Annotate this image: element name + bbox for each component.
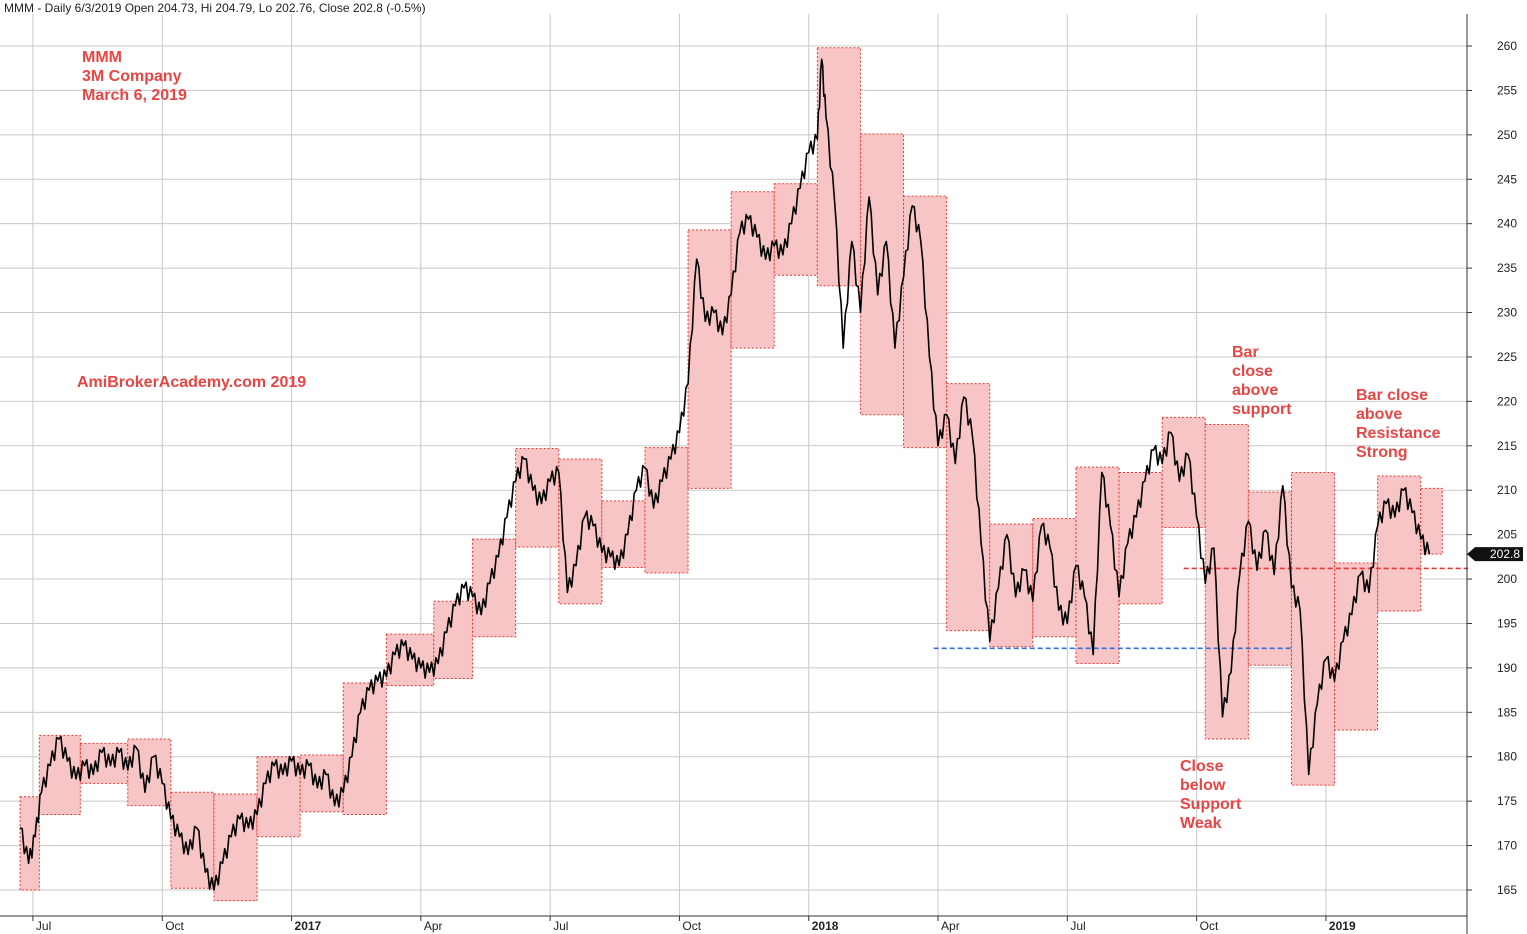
y-tick-label: 190 bbox=[1497, 661, 1517, 675]
range-box bbox=[687, 229, 732, 489]
range-box bbox=[773, 183, 818, 276]
range-box bbox=[19, 796, 40, 891]
y-tick-label: 195 bbox=[1497, 616, 1517, 630]
title-annotation: MMM 3M Company March 6, 2019 bbox=[82, 49, 187, 104]
y-tick-label: 245 bbox=[1497, 172, 1517, 186]
x-tick-label: 2018 bbox=[812, 919, 839, 933]
y-tick-label: 215 bbox=[1497, 439, 1517, 453]
range-box-layer bbox=[19, 47, 1443, 902]
y-tick-label: 205 bbox=[1497, 528, 1517, 542]
range-box bbox=[1118, 471, 1163, 605]
x-tick-label: Oct bbox=[682, 919, 701, 933]
support-close-annotation: Bar close above support bbox=[1232, 344, 1292, 418]
chart-header: MMM - Daily 6/3/2019 Open 204.73, Hi 204… bbox=[4, 1, 426, 15]
y-tick-label: 260 bbox=[1497, 39, 1517, 53]
range-box bbox=[433, 600, 474, 680]
range-box bbox=[127, 738, 172, 807]
y-tick-label: 175 bbox=[1497, 794, 1517, 808]
range-box bbox=[515, 447, 560, 548]
range-box bbox=[1334, 562, 1379, 731]
y-tick-label: 185 bbox=[1497, 705, 1517, 719]
watermark-annotation: AmiBrokerAcademy.com 2019 bbox=[77, 374, 307, 391]
resistance-close-annotation: Bar close above Resistance Strong bbox=[1356, 387, 1441, 461]
y-tick-label: 200 bbox=[1497, 572, 1517, 586]
range-box bbox=[472, 538, 517, 638]
x-tick-label: Apr bbox=[941, 919, 960, 933]
x-tick-label: 2019 bbox=[1329, 919, 1356, 933]
y-tick-label: 180 bbox=[1497, 750, 1517, 764]
y-tick-label: 220 bbox=[1497, 394, 1517, 408]
range-box bbox=[644, 447, 689, 574]
y-tick-label: 225 bbox=[1497, 350, 1517, 364]
last-price-tag bbox=[1467, 547, 1523, 562]
range-box bbox=[38, 734, 81, 815]
price-line bbox=[19, 58, 1431, 891]
y-tick-label: 240 bbox=[1497, 217, 1517, 231]
y-tick-label: 250 bbox=[1497, 128, 1517, 142]
x-tick-label: Jul bbox=[1070, 919, 1085, 933]
y-tick-label: 255 bbox=[1497, 83, 1517, 97]
y-tick-label: 230 bbox=[1497, 306, 1517, 320]
y-tick-label: 165 bbox=[1497, 883, 1517, 897]
price-line-layer bbox=[19, 58, 1431, 891]
range-box bbox=[1377, 475, 1422, 612]
range-box bbox=[989, 523, 1034, 648]
axis-layer: 165 170 175 180 185 190 195 200 205 210 215 220 225 2… bbox=[0, 14, 1523, 934]
range-box bbox=[730, 191, 775, 349]
range-box bbox=[1420, 487, 1443, 555]
range-box bbox=[1204, 423, 1249, 740]
range-box bbox=[213, 793, 258, 902]
y-tick-label: 235 bbox=[1497, 261, 1517, 275]
below-support-annotation: Close below Support Weak bbox=[1180, 758, 1242, 832]
range-box bbox=[903, 195, 948, 449]
level-line-layer bbox=[933, 567, 1469, 650]
y-tick-label: 170 bbox=[1497, 839, 1517, 853]
last-price-label: 202.8 bbox=[1490, 547, 1520, 561]
x-tick-label: Jul bbox=[553, 919, 568, 933]
range-box bbox=[170, 791, 215, 889]
x-tick-label: Apr bbox=[424, 919, 443, 933]
range-box bbox=[385, 633, 435, 687]
x-tick-label: 2017 bbox=[295, 919, 322, 933]
range-box bbox=[1290, 471, 1336, 786]
range-box bbox=[256, 756, 301, 838]
x-tick-label: Oct bbox=[165, 919, 184, 933]
x-tick-label: Jul bbox=[36, 919, 51, 933]
x-tick-label: Oct bbox=[1200, 919, 1219, 933]
y-tick-label: 210 bbox=[1497, 483, 1517, 497]
